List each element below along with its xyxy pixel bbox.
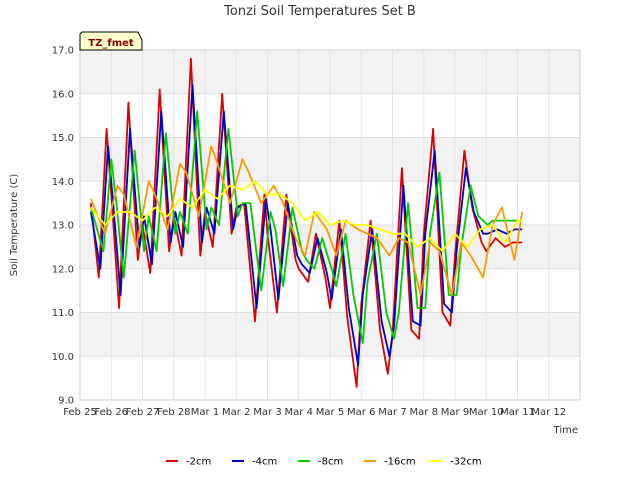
y-tick-label: 16.0 [52, 89, 74, 100]
x-tick-label: Feb 25 [63, 407, 97, 418]
legend-label: -32cm [450, 457, 482, 468]
x-tick-label: Feb 27 [126, 407, 160, 418]
y-tick-label: 10.0 [52, 352, 74, 363]
legend-label: -4cm [252, 457, 277, 468]
x-axis-label: Time [553, 425, 578, 436]
y-axis-label: Soil Temperature (C) [9, 174, 20, 277]
x-tick-label: Feb 26 [94, 407, 128, 418]
y-tick-label: 11.0 [52, 308, 74, 319]
x-tick-label: Mar 10 [469, 407, 504, 418]
y-tick-label: 17.0 [52, 46, 74, 57]
x-tick-label: Mar 6 [347, 407, 375, 418]
legend-label: -8cm [318, 457, 343, 468]
y-tick-labels: 9.0 10.0 11.0 12.0 13.0 14.0 15.0 16.0 17.0 [52, 46, 74, 407]
tag-label: TZ_fmet [88, 38, 134, 49]
series-line-minus-8cm [90, 110, 523, 345]
chart-title: Tonzi Soil Temperatures Set B [223, 4, 416, 19]
y-tick-label: 15.0 [52, 133, 74, 144]
plot-frame [79, 49, 581, 401]
x-tick-label: Mar 11 [500, 407, 535, 418]
x-tick-label: Mar 9 [441, 407, 469, 418]
legend: -2cm -4cm -8cm -16cm -32cm [166, 457, 482, 468]
legend-label: -2cm [186, 457, 211, 468]
y-tick-label: 12.0 [52, 264, 74, 275]
legend-label: -16cm [384, 457, 416, 468]
series-layer [90, 57, 524, 388]
x-tick-label: Mar 3 [253, 407, 281, 418]
series-line-minus-16cm [90, 145, 524, 296]
x-tick-label: Mar 1 [191, 407, 219, 418]
series-line-minus-32cm [90, 180, 523, 253]
y-tick-label: 13.0 [52, 221, 74, 232]
y-tick-label: 14.0 [52, 177, 74, 188]
x-tick-label: Mar 2 [222, 407, 250, 418]
x-tick-label: Mar 12 [531, 407, 566, 418]
x-tick-label: Mar 8 [410, 407, 438, 418]
x-tick-label: Mar 4 [285, 407, 313, 418]
tag-box: TZ_fmet [79, 31, 143, 51]
x-tick-label: Mar 5 [316, 407, 344, 418]
x-tick-label: Mar 7 [378, 407, 406, 418]
y-tick-label: 9.0 [58, 396, 74, 407]
x-tick-label: Feb 28 [157, 407, 191, 418]
